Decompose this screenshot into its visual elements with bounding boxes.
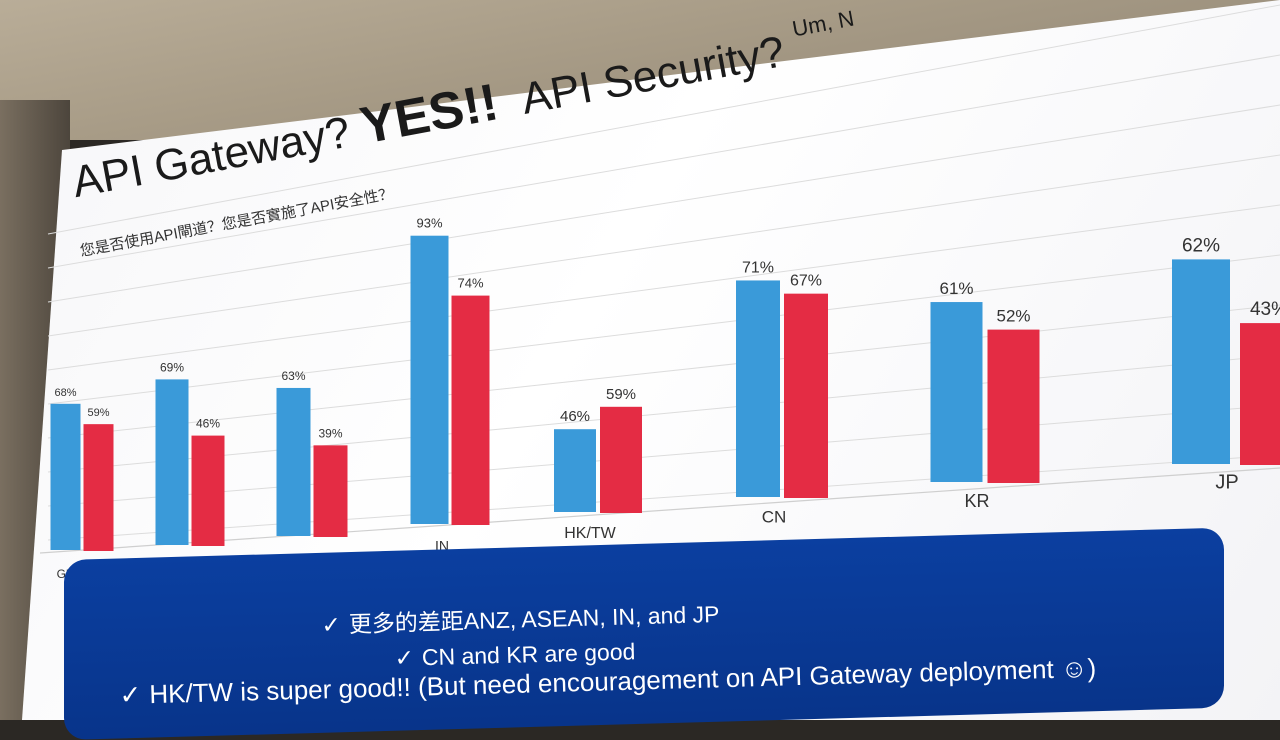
bar-api-gateway xyxy=(1172,259,1230,464)
chart-bars xyxy=(51,236,1280,551)
gridline xyxy=(48,105,1280,302)
bar-api-gateway xyxy=(554,429,596,512)
data-label: 68% xyxy=(54,387,76,399)
bar-api-security xyxy=(192,436,225,546)
gridline xyxy=(48,455,1280,540)
data-label: 46% xyxy=(196,417,220,431)
chart-labels: 68%59%Global69%46%ANZ63%39%ASEAN93%74%IN… xyxy=(54,216,1280,581)
data-label: 59% xyxy=(87,407,109,419)
bar-api-security xyxy=(84,424,114,551)
gridline xyxy=(48,405,1280,506)
data-label: 93% xyxy=(416,216,442,231)
gridline xyxy=(48,255,1280,404)
gridline xyxy=(48,355,1280,472)
data-label: 43% xyxy=(1250,299,1280,320)
data-label: 46% xyxy=(560,408,590,425)
gridline xyxy=(48,305,1280,438)
data-label: 59% xyxy=(606,386,636,403)
category-label: JP xyxy=(1215,472,1238,494)
data-label: 67% xyxy=(790,273,822,290)
bar-api-gateway xyxy=(277,388,311,536)
check-icon: ✓ xyxy=(321,611,341,638)
bar-api-security xyxy=(600,407,642,513)
bar-api-security xyxy=(452,296,490,525)
gridline xyxy=(48,5,1280,234)
gridline xyxy=(48,205,1280,370)
bar-api-gateway xyxy=(156,379,189,545)
category-label: KR xyxy=(964,491,989,511)
data-label: 39% xyxy=(318,426,342,440)
bar-api-gateway xyxy=(51,404,81,550)
data-label: 74% xyxy=(457,276,483,291)
bar-api-security xyxy=(784,294,828,498)
chart-gridlines xyxy=(40,5,1280,553)
gridline xyxy=(48,55,1280,268)
data-label: 63% xyxy=(281,369,305,383)
category-label: HK/TW xyxy=(564,525,616,542)
data-label: 71% xyxy=(742,259,774,276)
bar-api-security xyxy=(314,445,348,537)
data-label: 52% xyxy=(996,307,1030,326)
bar-api-gateway xyxy=(931,302,983,482)
check-icon: ✓ xyxy=(394,644,414,671)
data-label: 62% xyxy=(1182,235,1220,256)
check-icon: ✓ xyxy=(119,679,142,710)
data-label: 69% xyxy=(160,360,184,374)
category-label: CN xyxy=(762,508,787,527)
gridline xyxy=(48,155,1280,336)
data-label: 61% xyxy=(939,279,973,298)
bar-api-security xyxy=(1240,323,1280,465)
bar-api-security xyxy=(988,330,1040,483)
summary-box xyxy=(64,528,1224,740)
bar-api-gateway xyxy=(736,280,780,497)
bar-api-gateway xyxy=(411,236,449,524)
